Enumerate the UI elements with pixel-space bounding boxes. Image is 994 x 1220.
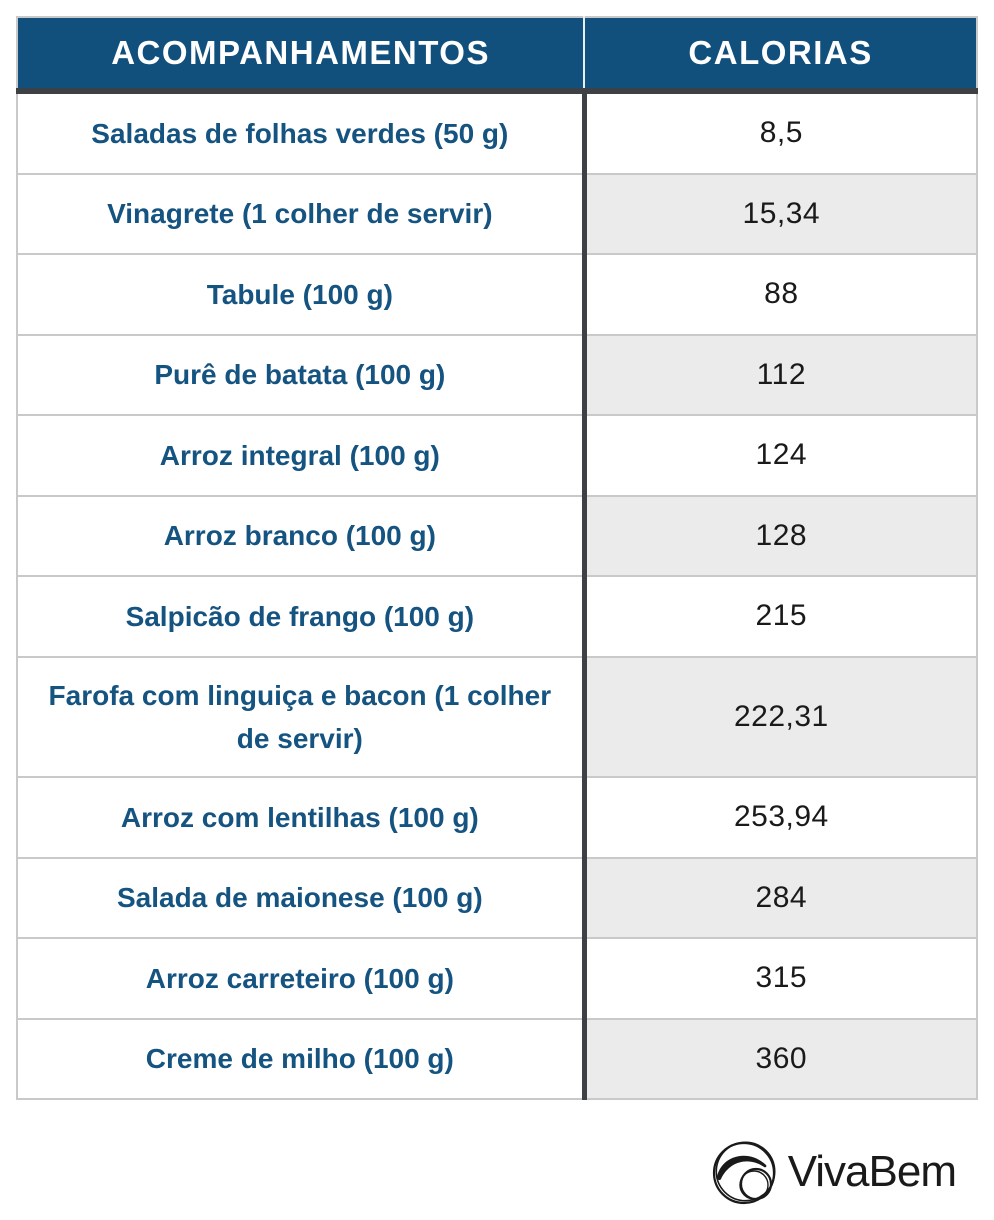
item-cell: Arroz carreteiro (100 g) (17, 937, 587, 1019)
calories-cell: 124 (584, 414, 977, 496)
calorie-table: ACOMPANHAMENTOS CALORIAS Saladas de folh… (16, 16, 978, 1101)
item-cell: Arroz integral (100 g) (17, 414, 587, 496)
calories-cell: 112 (584, 333, 977, 415)
calories-cell: 128 (584, 494, 977, 576)
item-cell: Tabule (100 g) (17, 253, 587, 335)
item-cell: Vinagrete (1 colher de servir) (17, 172, 587, 254)
table-header-row: ACOMPANHAMENTOS CALORIAS (17, 17, 977, 94)
calories-cell: 8,5 (584, 91, 977, 174)
calories-cell: 284 (584, 856, 977, 939)
header-acompanhamentos: ACOMPANHAMENTOS (17, 17, 585, 94)
item-cell: Creme de milho (100 g) (17, 1017, 587, 1100)
table-row: Vinagrete (1 colher de servir) 15,34 (17, 172, 977, 254)
calories-cell: 15,34 (584, 172, 977, 254)
item-cell: Saladas de folhas verdes (50 g) (17, 91, 587, 174)
table-row: Arroz carreteiro (100 g) 315 (17, 937, 977, 1019)
table-row: Creme de milho (100 g) 360 (17, 1017, 977, 1100)
item-cell: Arroz branco (100 g) (17, 494, 587, 576)
table-row: Arroz branco (100 g) 128 (17, 494, 977, 576)
item-cell: Farofa com linguiça e bacon (1 colher de… (17, 655, 587, 778)
table-row: Tabule (100 g) 88 (17, 253, 977, 335)
table-body: Saladas de folhas verdes (50 g) 8,5 Vina… (17, 91, 977, 1100)
calories-cell: 253,94 (584, 776, 977, 858)
calories-cell: 88 (584, 253, 977, 335)
table-row: Arroz com lentilhas (100 g) 253,94 (17, 776, 977, 858)
calories-cell: 315 (584, 937, 977, 1019)
vivabem-logo-icon (712, 1141, 776, 1205)
table-row: Saladas de folhas verdes (50 g) 8,5 (17, 91, 977, 174)
item-cell: Arroz com lentilhas (100 g) (17, 776, 587, 858)
table-row: Arroz integral (100 g) 124 (17, 414, 977, 496)
branding: VivaBem (708, 1136, 957, 1208)
vivabem-logo-text: VivaBem (787, 1147, 957, 1196)
calories-cell: 360 (584, 1017, 977, 1100)
table-row: Purê de batata (100 g) 112 (17, 333, 977, 415)
table-row: Salada de maionese (100 g) 284 (17, 856, 977, 939)
header-calorias: CALORIAS (583, 17, 977, 94)
calories-cell: 222,31 (584, 655, 977, 778)
item-cell: Salada de maionese (100 g) (17, 856, 587, 939)
calories-cell: 215 (584, 575, 977, 657)
item-cell: Purê de batata (100 g) (17, 333, 587, 415)
table-row: Salpicão de frango (100 g) 215 (17, 575, 977, 657)
table-row: Farofa com linguiça e bacon (1 colher de… (17, 655, 977, 778)
item-cell: Salpicão de frango (100 g) (17, 575, 587, 657)
